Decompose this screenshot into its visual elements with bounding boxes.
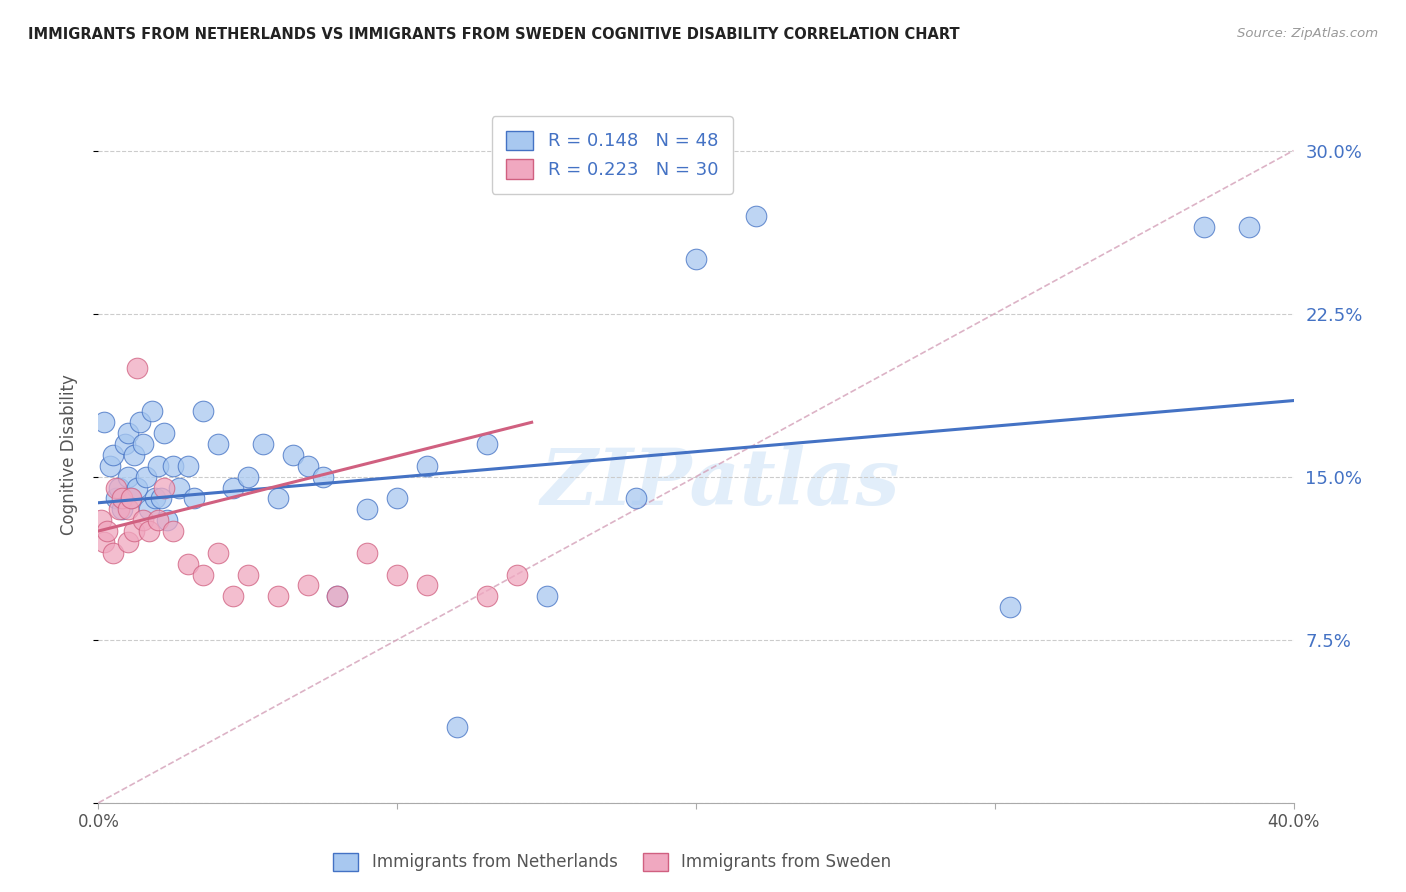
Point bbox=[311, 469, 333, 483]
Point bbox=[685, 252, 707, 267]
Point bbox=[236, 469, 259, 483]
Point bbox=[177, 458, 200, 473]
Point bbox=[132, 513, 155, 527]
Point bbox=[207, 546, 229, 560]
Point bbox=[745, 209, 768, 223]
Point bbox=[90, 513, 112, 527]
Point bbox=[162, 458, 184, 473]
Point bbox=[191, 404, 214, 418]
Point bbox=[156, 513, 179, 527]
Text: ZIPatlas: ZIPatlas bbox=[540, 444, 900, 521]
Point bbox=[167, 481, 190, 495]
Point bbox=[416, 578, 439, 592]
Point bbox=[108, 481, 131, 495]
Point bbox=[385, 567, 409, 582]
Point bbox=[281, 448, 304, 462]
Point bbox=[111, 502, 134, 516]
Point bbox=[536, 589, 558, 603]
Point bbox=[191, 567, 214, 582]
Point bbox=[177, 557, 200, 571]
Point bbox=[117, 535, 139, 549]
Point bbox=[117, 502, 139, 516]
Point bbox=[100, 458, 122, 473]
Point bbox=[326, 589, 349, 603]
Point bbox=[108, 502, 131, 516]
Text: Source: ZipAtlas.com: Source: ZipAtlas.com bbox=[1237, 27, 1378, 40]
Point bbox=[148, 458, 170, 473]
Point bbox=[135, 469, 157, 483]
Point bbox=[416, 458, 439, 473]
Point bbox=[114, 437, 136, 451]
Point bbox=[297, 578, 319, 592]
Point bbox=[120, 491, 142, 506]
Point bbox=[446, 720, 468, 734]
Point bbox=[162, 524, 184, 538]
Point bbox=[141, 404, 163, 418]
Point bbox=[105, 481, 128, 495]
Point bbox=[127, 481, 149, 495]
Point bbox=[153, 481, 176, 495]
Point bbox=[120, 491, 142, 506]
Point bbox=[356, 502, 378, 516]
Point bbox=[222, 481, 245, 495]
Point bbox=[236, 567, 259, 582]
Point bbox=[1237, 219, 1260, 234]
Point bbox=[96, 524, 118, 538]
Point bbox=[475, 589, 498, 603]
Point bbox=[150, 491, 173, 506]
Point bbox=[127, 360, 149, 375]
Point bbox=[297, 458, 319, 473]
Point bbox=[267, 589, 290, 603]
Point bbox=[385, 491, 409, 506]
Point bbox=[1192, 219, 1215, 234]
Point bbox=[138, 524, 160, 538]
Point bbox=[222, 589, 245, 603]
Point bbox=[138, 502, 160, 516]
Point bbox=[626, 491, 648, 506]
Point bbox=[998, 600, 1021, 615]
Point bbox=[506, 567, 529, 582]
Point bbox=[143, 491, 166, 506]
Point bbox=[129, 415, 152, 429]
Point bbox=[103, 448, 125, 462]
Point bbox=[117, 426, 139, 441]
Point bbox=[103, 546, 125, 560]
Point bbox=[148, 513, 170, 527]
Y-axis label: Cognitive Disability: Cognitive Disability bbox=[59, 375, 77, 535]
Point bbox=[183, 491, 205, 506]
Point bbox=[93, 415, 115, 429]
Point bbox=[132, 437, 155, 451]
Point bbox=[124, 524, 146, 538]
Point bbox=[356, 546, 378, 560]
Point bbox=[93, 535, 115, 549]
Point bbox=[124, 448, 146, 462]
Point bbox=[153, 426, 176, 441]
Text: IMMIGRANTS FROM NETHERLANDS VS IMMIGRANTS FROM SWEDEN COGNITIVE DISABILITY CORRE: IMMIGRANTS FROM NETHERLANDS VS IMMIGRANT… bbox=[28, 27, 960, 42]
Point bbox=[117, 469, 139, 483]
Point bbox=[207, 437, 229, 451]
Point bbox=[252, 437, 274, 451]
Point bbox=[105, 491, 128, 506]
Point bbox=[111, 491, 134, 506]
Legend: Immigrants from Netherlands, Immigrants from Sweden: Immigrants from Netherlands, Immigrants … bbox=[326, 846, 898, 878]
Point bbox=[267, 491, 290, 506]
Point bbox=[326, 589, 349, 603]
Point bbox=[475, 437, 498, 451]
